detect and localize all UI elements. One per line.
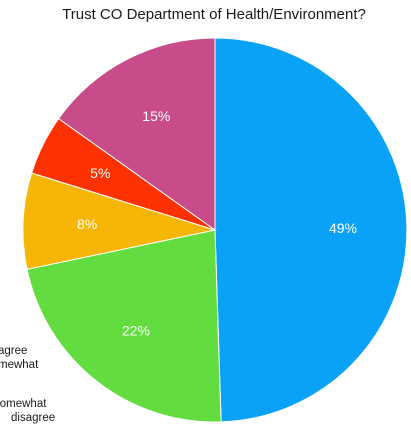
pie-slice-label-0: 49% [329,220,357,236]
pie-slice-2 [22,172,217,270]
pie-slice-label-2: 8% [77,216,97,232]
legend-fragment-somewhat-2: somewhat [0,398,47,410]
legend-fragment-agree: agree [0,345,28,357]
pie-slice-1 [26,229,222,423]
pie-slice-label-3: 5% [90,165,110,181]
chart-title: Trust CO Department of Health/Environmen… [62,6,366,23]
legend-fragment-disagree: disagree [11,412,56,424]
pie-slice-0 [214,37,408,423]
pie-slice-4 [57,37,216,231]
pie-slice-label-4: 15% [142,108,170,124]
pie-slice-label-1: 22% [122,323,150,339]
legend-fragment-somewhat: mewhat [0,359,39,371]
